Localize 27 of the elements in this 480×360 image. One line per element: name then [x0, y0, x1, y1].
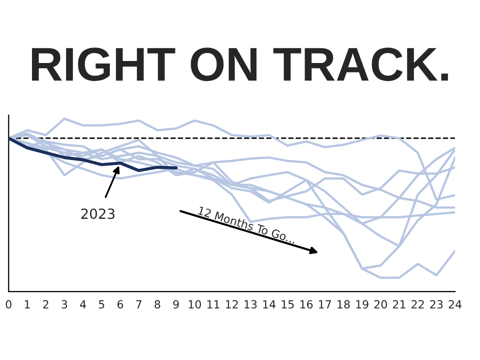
chart-title: RIGHT ON TRACK. [32, 48, 448, 82]
x-tick-label: 20 [374, 300, 387, 309]
x-tick-label: 8 [154, 300, 160, 309]
x-tick-label: 1 [24, 300, 30, 308]
x-tick-label: 13 [244, 300, 257, 309]
x-tick-label: 11 [207, 300, 220, 308]
x-tick-label: 18 [338, 300, 350, 309]
x-tick-label: 21 [392, 300, 406, 308]
x-tick-label: 7 [136, 300, 142, 308]
x-tick-label: 9 [173, 300, 179, 309]
x-tick-label: 17 [318, 300, 331, 308]
x-tick-label: 6 [117, 300, 124, 309]
x-tick-label: 4 [80, 300, 86, 308]
x-tick-label: 14 [263, 300, 276, 308]
x-tick-label: 0 [6, 300, 12, 309]
x-tick-label: 12 [226, 300, 238, 308]
x-tick-label: 16 [300, 300, 313, 309]
x-tick-label: 2 [43, 300, 48, 308]
x-tick-label: 10 [188, 300, 201, 309]
annotation: 2023 [81, 208, 114, 220]
x-tick-label: 22 [412, 300, 424, 308]
x-tick-label: 23 [430, 300, 443, 309]
x-tick-label: 15 [282, 300, 294, 309]
x-tick-label: 3 [62, 300, 68, 309]
x-tick-label: 19 [356, 300, 368, 309]
x-tick-label: 5 [98, 300, 104, 309]
x-tick-label: 24 [448, 300, 462, 308]
